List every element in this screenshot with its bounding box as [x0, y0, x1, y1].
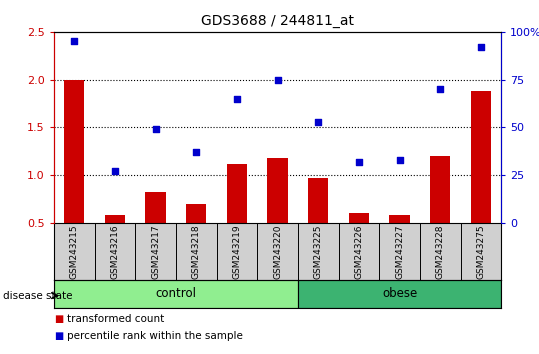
Point — [70, 39, 79, 44]
Text: ■: ■ — [54, 314, 63, 324]
Text: percentile rank within the sample: percentile rank within the sample — [67, 331, 243, 341]
Text: control: control — [155, 287, 196, 300]
Text: GSM243215: GSM243215 — [70, 225, 79, 279]
Bar — [64, 80, 85, 271]
Text: GSM243217: GSM243217 — [151, 225, 160, 279]
Text: GSM243220: GSM243220 — [273, 225, 282, 279]
Text: GSM243227: GSM243227 — [395, 225, 404, 279]
Text: GSM243226: GSM243226 — [355, 225, 363, 279]
Point — [192, 149, 201, 155]
Point — [314, 119, 322, 125]
Bar — [430, 156, 451, 271]
Point — [233, 96, 241, 102]
Bar — [298, 280, 501, 308]
Text: disease state: disease state — [3, 291, 72, 301]
Point — [151, 126, 160, 132]
Text: GSM243218: GSM243218 — [192, 225, 201, 279]
Bar — [146, 193, 166, 271]
Bar — [267, 158, 288, 271]
Point — [355, 159, 363, 165]
Point — [273, 77, 282, 82]
Bar — [471, 91, 491, 271]
Point — [436, 86, 445, 92]
Point — [395, 157, 404, 163]
Bar — [389, 215, 410, 271]
Text: GSM243228: GSM243228 — [436, 225, 445, 279]
Text: transformed count: transformed count — [67, 314, 164, 324]
Text: GSM243275: GSM243275 — [476, 225, 486, 279]
Text: ■: ■ — [54, 331, 63, 341]
Bar — [349, 213, 369, 271]
Bar — [186, 204, 206, 271]
Text: GSM243225: GSM243225 — [314, 225, 323, 279]
Bar — [308, 178, 328, 271]
Bar — [105, 215, 125, 271]
Point — [476, 44, 485, 50]
Point — [110, 169, 119, 174]
Text: GSM243219: GSM243219 — [232, 225, 241, 279]
Bar — [227, 164, 247, 271]
Bar — [54, 280, 298, 308]
Text: GSM243216: GSM243216 — [110, 225, 120, 279]
Title: GDS3688 / 244811_at: GDS3688 / 244811_at — [201, 14, 354, 28]
Text: obese: obese — [382, 287, 417, 300]
